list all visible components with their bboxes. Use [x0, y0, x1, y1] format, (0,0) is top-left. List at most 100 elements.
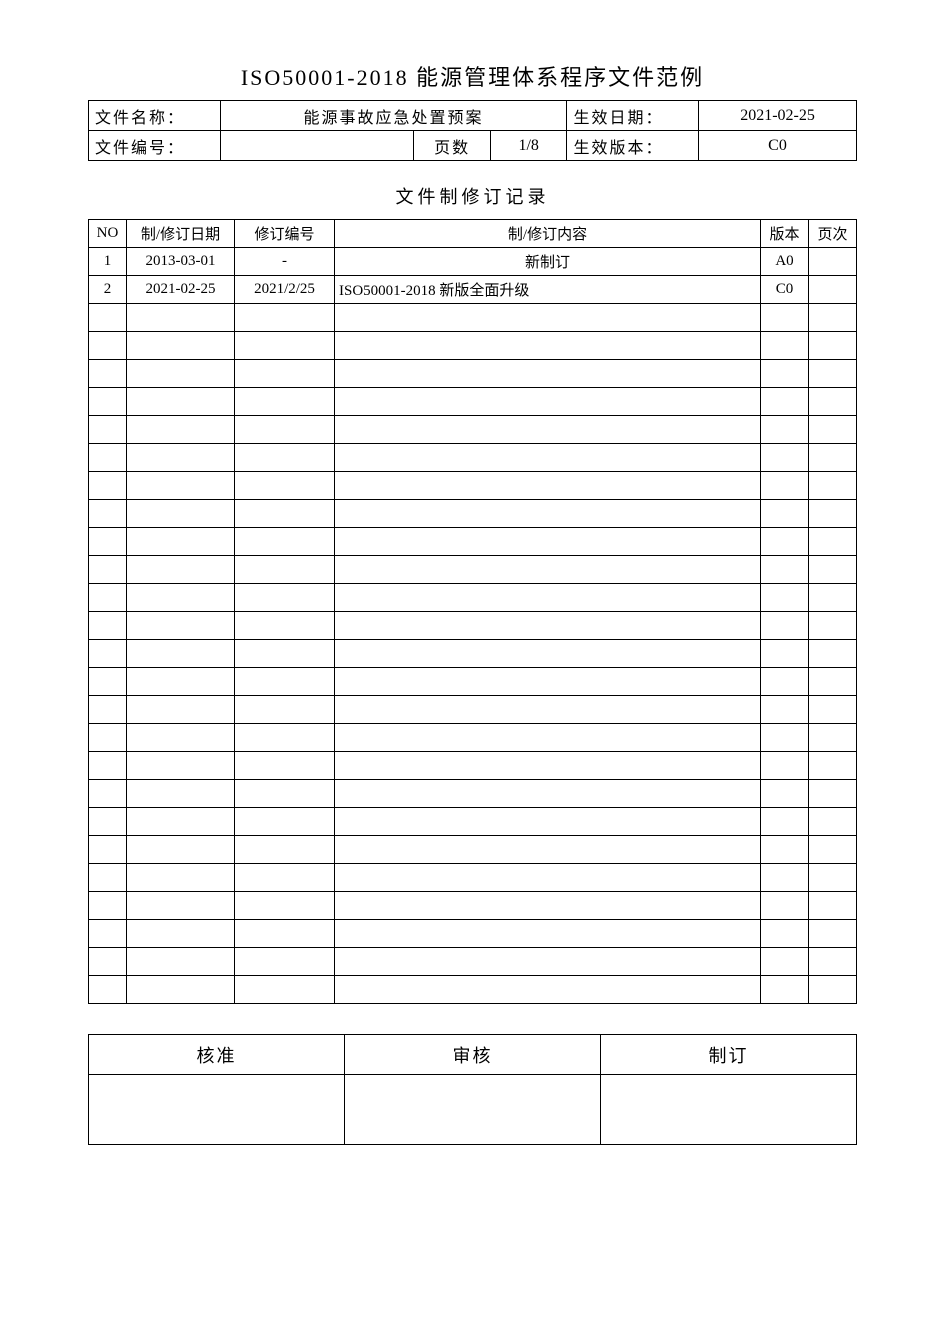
revision-body: 12013-03-01-新制订A022021-02-252021/2/25ISO…: [89, 248, 857, 1004]
col-header-content: 制/修订内容: [335, 220, 761, 248]
page-title: ISO50001-2018 能源管理体系程序文件范例: [88, 60, 857, 92]
table-row: [89, 612, 857, 640]
cell-pg: [809, 892, 857, 920]
cell-content: [335, 892, 761, 920]
revision-header-row: NO 制/修订日期 修订编号 制/修订内容 版本 页次: [89, 220, 857, 248]
table-row: [89, 976, 857, 1004]
cell-date: [127, 948, 235, 976]
table-row: [89, 920, 857, 948]
cell-ver: [761, 444, 809, 472]
cell-no: [89, 332, 127, 360]
cell-no: [89, 864, 127, 892]
table-row: [89, 892, 857, 920]
cell-pg: [809, 808, 857, 836]
cell-content: [335, 332, 761, 360]
cell-date: [127, 332, 235, 360]
cell-revno: [235, 528, 335, 556]
cell-revno: [235, 976, 335, 1004]
cell-revno: [235, 556, 335, 584]
cell-content: [335, 360, 761, 388]
cell-no: [89, 892, 127, 920]
cell-revno: [235, 472, 335, 500]
file-name-label: 文件名称：: [89, 101, 221, 131]
cell-revno: [235, 360, 335, 388]
cell-ver: [761, 976, 809, 1004]
cell-no: [89, 836, 127, 864]
cell-date: [127, 640, 235, 668]
cell-date: [127, 976, 235, 1004]
cell-pg: [809, 780, 857, 808]
cell-no: [89, 500, 127, 528]
cell-ver: [761, 388, 809, 416]
cell-pg: [809, 920, 857, 948]
cell-no: [89, 584, 127, 612]
cell-no: [89, 920, 127, 948]
cell-date: [127, 808, 235, 836]
cell-pg: [809, 724, 857, 752]
table-row: [89, 304, 857, 332]
table-row: [89, 472, 857, 500]
col-header-revno: 修订编号: [235, 220, 335, 248]
page-label: 页数: [414, 131, 491, 161]
cell-content: [335, 948, 761, 976]
file-no-value: [220, 131, 414, 161]
cell-no: [89, 640, 127, 668]
cell-ver: [761, 892, 809, 920]
cell-date: [127, 360, 235, 388]
cell-content: 新制订: [335, 248, 761, 276]
cell-revno: [235, 640, 335, 668]
cell-date: [127, 416, 235, 444]
cell-ver: [761, 836, 809, 864]
effective-version-label: 生效版本：: [567, 131, 699, 161]
cell-no: [89, 948, 127, 976]
cell-ver: [761, 472, 809, 500]
cell-date: [127, 528, 235, 556]
cell-ver: [761, 724, 809, 752]
table-row: [89, 640, 857, 668]
cell-no: [89, 612, 127, 640]
approval-draft-cell: [601, 1075, 857, 1145]
cell-no: [89, 696, 127, 724]
cell-revno: [235, 500, 335, 528]
cell-date: [127, 724, 235, 752]
cell-pg: [809, 612, 857, 640]
cell-no: [89, 808, 127, 836]
cell-ver: [761, 920, 809, 948]
cell-pg: [809, 416, 857, 444]
table-row: [89, 556, 857, 584]
cell-content: [335, 556, 761, 584]
cell-content: [335, 668, 761, 696]
approval-review-label: 审核: [345, 1035, 601, 1075]
cell-content: [335, 864, 761, 892]
cell-revno: [235, 920, 335, 948]
approval-table: 核准 审核 制订: [88, 1034, 857, 1145]
table-row: [89, 696, 857, 724]
table-row: [89, 444, 857, 472]
cell-revno: [235, 808, 335, 836]
cell-pg: [809, 864, 857, 892]
cell-no: 2: [89, 276, 127, 304]
cell-revno: [235, 836, 335, 864]
file-no-label: 文件编号：: [89, 131, 221, 161]
cell-pg: [809, 360, 857, 388]
cell-pg: [809, 528, 857, 556]
cell-pg: [809, 388, 857, 416]
cell-revno: [235, 304, 335, 332]
cell-ver: [761, 416, 809, 444]
cell-pg: [809, 472, 857, 500]
cell-no: [89, 556, 127, 584]
table-row: [89, 668, 857, 696]
cell-content: [335, 780, 761, 808]
cell-no: 1: [89, 248, 127, 276]
cell-revno: [235, 948, 335, 976]
table-row: [89, 528, 857, 556]
cell-revno: [235, 864, 335, 892]
cell-no: [89, 360, 127, 388]
cell-pg: [809, 948, 857, 976]
cell-date: [127, 780, 235, 808]
cell-pg: [809, 276, 857, 304]
cell-date: [127, 836, 235, 864]
cell-pg: [809, 752, 857, 780]
cell-content: [335, 920, 761, 948]
header-row-2: 文件编号： 页数 1/8 生效版本： C0: [89, 131, 857, 161]
